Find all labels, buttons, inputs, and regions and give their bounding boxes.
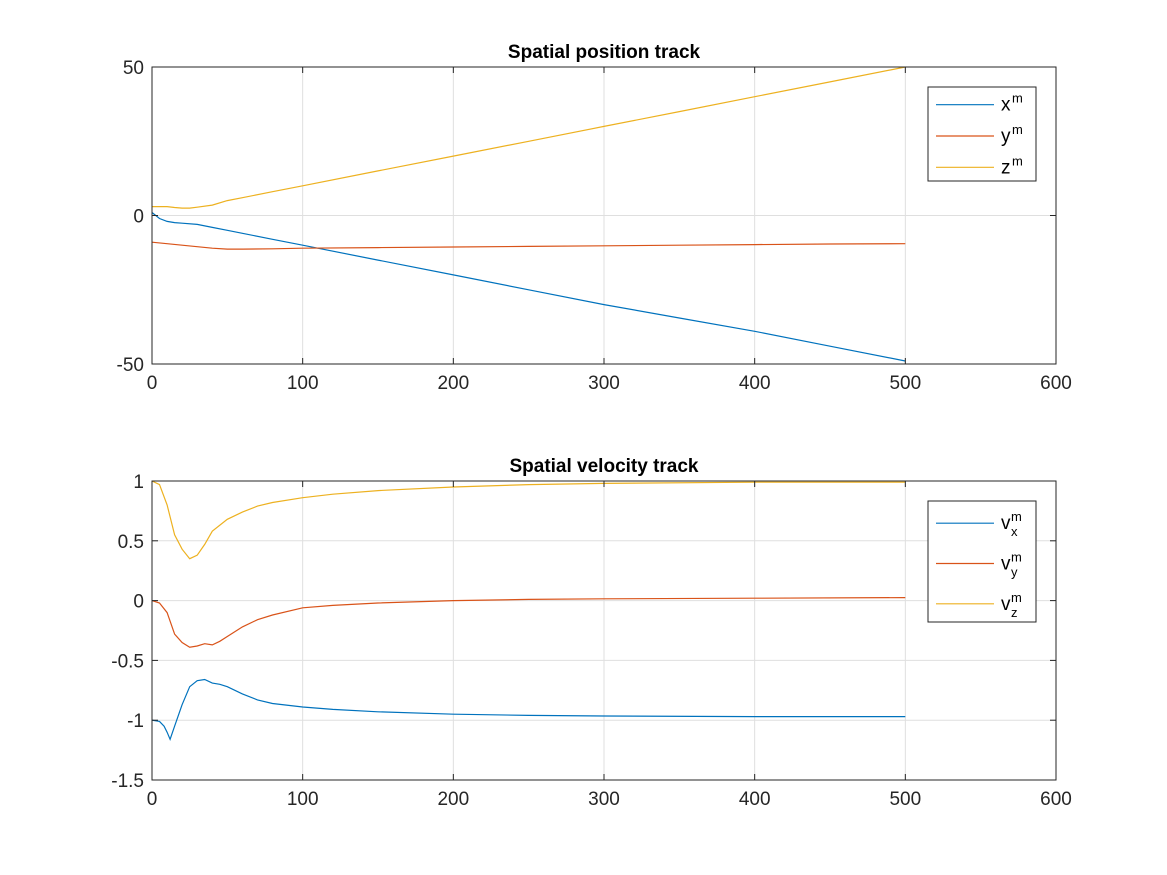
x-tick-label: 0 [147,789,158,810]
legend-box [927,86,1037,182]
y-tick-label: 0 [133,207,144,228]
y-tick-label: -0.5 [111,651,144,672]
series-line-y [151,241,906,250]
x-tick-label: 500 [889,373,921,394]
x-tick-label: 100 [287,789,319,810]
legend-entry: vm z [1001,590,1022,620]
x-tick-label: 200 [437,789,469,810]
x-tick-label: 0 [147,373,158,394]
chart-2: 0 100 200 300 400 500 600 -1.5 -1 -0.5 0 0.5 1 Spatia… [111,456,1072,810]
y-tick-label: -50 [117,355,144,376]
series-line-x [151,212,906,362]
x-tick-label: 400 [739,789,771,810]
chart-title: Spatial position track [508,42,701,63]
legend: vm x vm y vm z [927,500,1037,623]
y-tick-label: 1 [133,472,144,493]
y-tick-label: -1 [127,711,144,732]
x-tick-label: 200 [437,373,469,394]
series-line-vz [151,480,906,560]
legend: x m y m z m [927,86,1037,182]
series-line-vx [151,678,906,741]
legend-entry: vm x [1001,509,1022,539]
chart-title: Spatial velocity track [509,456,698,477]
y-tick-label: 0 [133,592,144,613]
x-tick-label: 400 [739,373,771,394]
x-tick-label: 500 [889,789,921,810]
x-tick-label: 600 [1040,373,1072,394]
legend-box [927,500,1037,623]
y-tick-label: 0.5 [118,532,144,553]
x-tick-label: 100 [287,373,319,394]
y-tick-label: -1.5 [111,771,144,792]
x-tick-label: 300 [588,789,620,810]
series-line-vy [151,596,906,648]
y-tick-label: 50 [123,58,144,79]
x-tick-label: 300 [588,373,620,394]
legend-entry: vm y [1001,550,1022,580]
series-line-z [152,66,906,209]
x-tick-label: 600 [1040,789,1072,810]
